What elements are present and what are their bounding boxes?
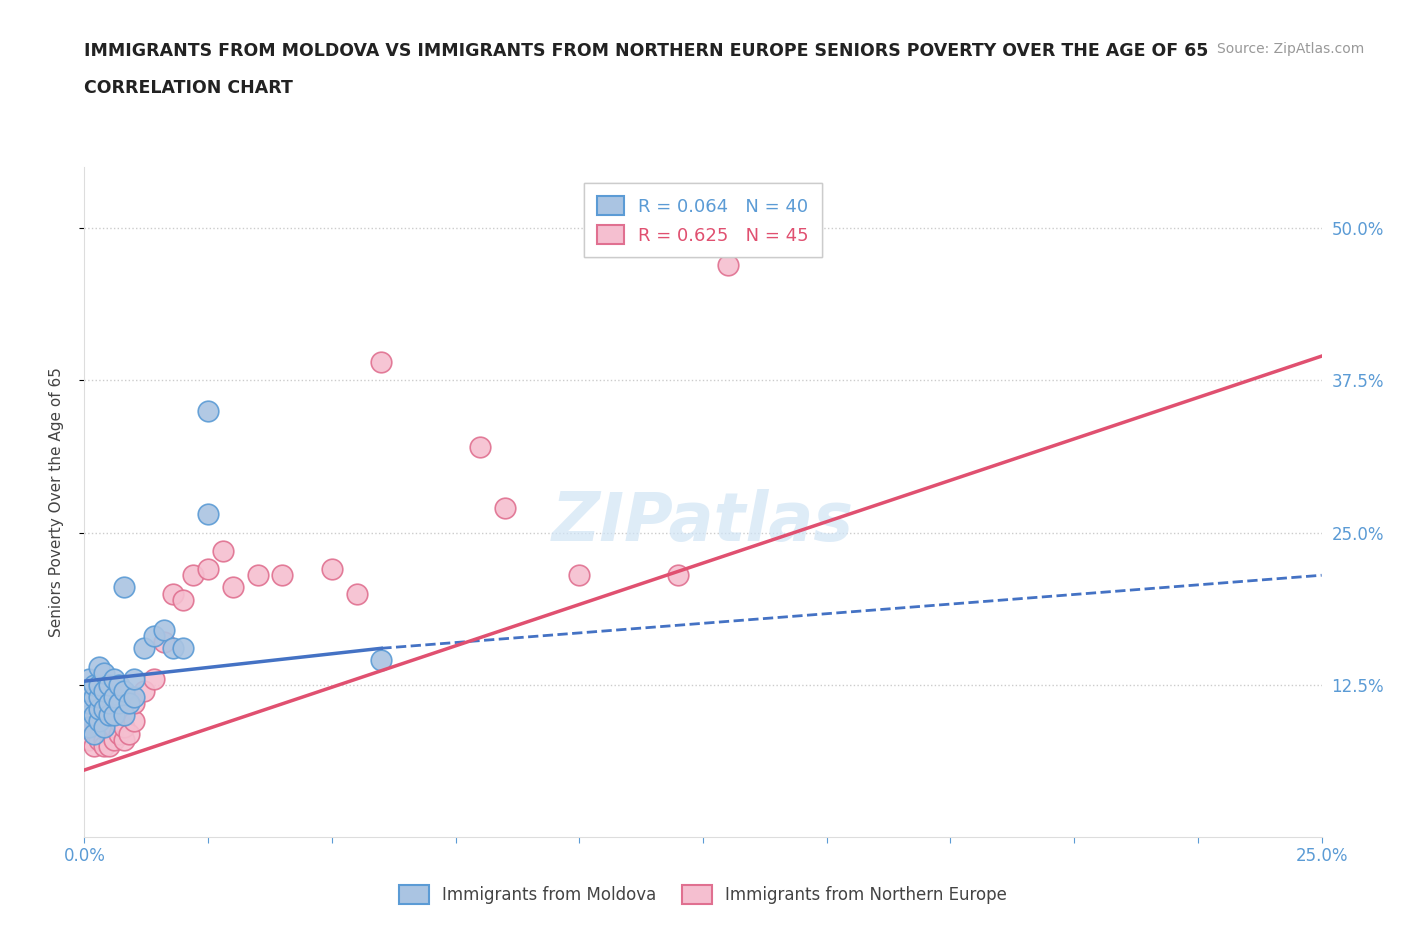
Point: [197, 507, 219, 522]
Point: [103, 720, 125, 735]
Point: [112, 708, 135, 723]
Point: [321, 562, 343, 577]
Point: [132, 684, 155, 698]
Text: CORRELATION CHART: CORRELATION CHART: [84, 79, 294, 97]
Point: [79, 684, 101, 698]
Point: [162, 641, 184, 656]
Point: [98, 677, 121, 692]
Point: [89, 702, 111, 717]
Point: [83, 714, 105, 729]
Point: [246, 568, 269, 583]
Point: [79, 720, 101, 735]
Point: [83, 689, 105, 704]
Point: [93, 720, 115, 735]
Point: [197, 404, 219, 418]
Point: [162, 586, 184, 601]
Point: [172, 641, 194, 656]
Point: [93, 732, 115, 747]
Point: [79, 732, 101, 747]
Point: [103, 708, 125, 723]
Point: [122, 714, 145, 729]
Point: [89, 714, 111, 729]
Point: [152, 622, 174, 637]
Point: [494, 501, 516, 516]
Point: [212, 543, 235, 558]
Y-axis label: Seniors Poverty Over the Age of 65: Seniors Poverty Over the Age of 65: [49, 367, 63, 637]
Point: [93, 665, 115, 680]
Point: [79, 720, 101, 735]
Point: [98, 714, 121, 729]
Point: [568, 568, 591, 583]
Point: [666, 568, 689, 583]
Point: [112, 720, 135, 735]
Point: [93, 702, 115, 717]
Point: [89, 708, 111, 723]
Point: [98, 738, 121, 753]
Point: [108, 726, 131, 741]
Point: [93, 708, 115, 723]
Point: [108, 714, 131, 729]
Text: ZIPatlas: ZIPatlas: [553, 489, 853, 555]
Point: [197, 562, 219, 577]
Point: [142, 671, 165, 686]
Point: [93, 684, 115, 698]
Point: [89, 720, 111, 735]
Point: [89, 677, 111, 692]
Point: [118, 726, 141, 741]
Point: [83, 677, 105, 692]
Point: [181, 568, 204, 583]
Legend: Immigrants from Moldova, Immigrants from Northern Europe: Immigrants from Moldova, Immigrants from…: [391, 877, 1015, 912]
Point: [118, 696, 141, 711]
Point: [271, 568, 294, 583]
Point: [98, 726, 121, 741]
Point: [83, 726, 105, 741]
Point: [103, 708, 125, 723]
Point: [83, 738, 105, 753]
Point: [108, 677, 131, 692]
Point: [370, 354, 392, 369]
Point: [89, 732, 111, 747]
Point: [152, 635, 174, 650]
Point: [103, 732, 125, 747]
Point: [79, 708, 101, 723]
Text: IMMIGRANTS FROM MOLDOVA VS IMMIGRANTS FROM NORTHERN EUROPE SENIORS POVERTY OVER : IMMIGRANTS FROM MOLDOVA VS IMMIGRANTS FR…: [84, 42, 1209, 60]
Point: [122, 671, 145, 686]
Point: [89, 689, 111, 704]
Point: [103, 689, 125, 704]
Point: [79, 714, 101, 729]
Point: [79, 671, 101, 686]
Point: [370, 653, 392, 668]
Point: [346, 586, 368, 601]
Point: [122, 689, 145, 704]
Point: [108, 696, 131, 711]
Point: [83, 708, 105, 723]
Point: [112, 580, 135, 595]
Point: [98, 708, 121, 723]
Point: [172, 592, 194, 607]
Point: [132, 641, 155, 656]
Point: [79, 696, 101, 711]
Point: [222, 580, 245, 595]
Point: [89, 659, 111, 674]
Point: [112, 684, 135, 698]
Point: [470, 440, 492, 455]
Point: [112, 732, 135, 747]
Point: [103, 671, 125, 686]
Point: [98, 696, 121, 711]
Point: [83, 726, 105, 741]
Point: [93, 738, 115, 753]
Text: Source: ZipAtlas.com: Source: ZipAtlas.com: [1216, 42, 1364, 56]
Point: [142, 629, 165, 644]
Point: [717, 258, 740, 272]
Legend: R = 0.064   N = 40, R = 0.625   N = 45: R = 0.064 N = 40, R = 0.625 N = 45: [585, 183, 821, 258]
Point: [122, 696, 145, 711]
Point: [93, 720, 115, 735]
